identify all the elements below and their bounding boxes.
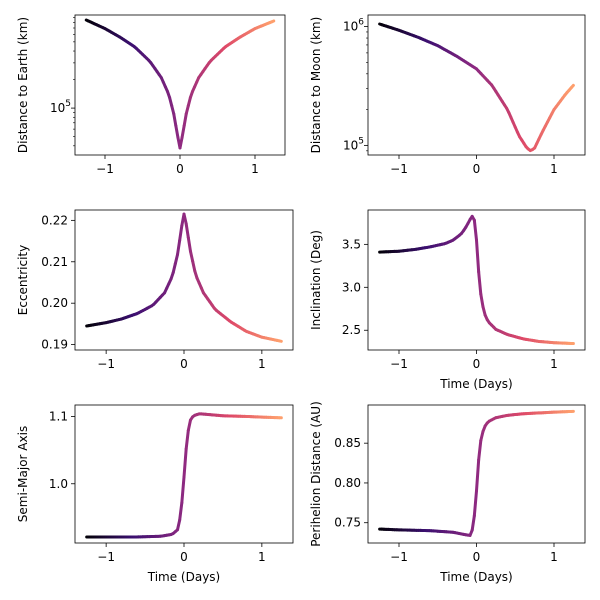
panel-5: −1 0 1 1.0 1.1 Semi-Major Axis Time (Days)	[16, 404, 294, 584]
line-segment	[479, 430, 485, 443]
y-tick-label: 0.19	[41, 338, 68, 352]
plot-frame	[74, 209, 294, 351]
line-segment	[475, 238, 481, 274]
series-line	[85, 212, 283, 343]
y-axis-label: Eccentricity	[16, 245, 30, 315]
x-tick-label: −1	[97, 357, 115, 371]
panel-3: −1 0 1 0.19 0.20 0.21 0.22 Eccentricity	[16, 209, 294, 371]
y-axis-label: Distance to Earth (km)	[16, 17, 30, 153]
line-segment	[171, 262, 177, 275]
line-segment	[188, 249, 195, 263]
plot-frame	[367, 14, 586, 156]
line-segment	[477, 439, 483, 462]
line-segment	[479, 292, 485, 309]
x-tick-label: 0	[180, 357, 188, 371]
line-segment	[569, 83, 575, 90]
series-line	[378, 214, 575, 346]
line-segment	[182, 112, 188, 128]
x-axis-label: Time (Days)	[439, 377, 513, 391]
y-tick-label: 0.20	[41, 296, 68, 310]
line-segment	[180, 124, 186, 139]
y-tick-label: 0.21	[41, 255, 68, 269]
y-tick-label: 105	[50, 99, 71, 115]
panel-6: −1 0 1 0.75 0.80 0.85 Perihelion Distance (AU)…	[309, 401, 586, 584]
line-segment	[180, 475, 186, 505]
x-tick-label: −1	[97, 550, 115, 564]
line-segment	[184, 428, 190, 451]
line-segment	[182, 212, 188, 226]
line-segment	[173, 253, 180, 266]
line-segment	[470, 514, 476, 532]
y-tick-label: 3.5	[342, 237, 361, 251]
x-tick-label: −1	[390, 550, 408, 564]
x-tick-label: 1	[251, 162, 259, 176]
line-segment	[178, 501, 184, 522]
x-tick-label: 0	[473, 357, 481, 371]
series-line	[378, 22, 575, 153]
line-segment	[475, 458, 481, 493]
x-tick-label: 0	[473, 550, 481, 564]
x-tick-label: −1	[96, 162, 114, 176]
panel-4: −1 0 1 2.5 3.0 3.5 Inclination (Deg) Time (Days…	[309, 209, 586, 391]
series-line	[378, 409, 575, 537]
y-tick-label: 1.1	[49, 409, 68, 423]
line-segment	[178, 224, 184, 242]
y-tick-label: 106	[343, 18, 364, 34]
x-tick-label: 1	[258, 550, 266, 564]
y-tick-label: 0.75	[334, 516, 361, 530]
line-segment	[472, 218, 478, 242]
line-segment	[178, 135, 184, 150]
x-tick-label: 1	[550, 550, 558, 564]
line-segment	[186, 418, 192, 432]
y-tick-label: 105	[343, 136, 364, 152]
line-segment	[191, 259, 197, 273]
y-tick-label: 2.5	[342, 323, 361, 337]
line-segment	[176, 238, 182, 257]
x-tick-label: 0	[176, 162, 184, 176]
line-segment	[477, 270, 483, 296]
panel-2: −1 0 1 105 106 Distance to Moon (km)	[309, 14, 586, 176]
line-segment	[184, 222, 190, 240]
y-tick-label: 0.85	[334, 436, 361, 450]
line-segment	[174, 124, 180, 139]
line-segment	[182, 447, 188, 479]
y-axis-label: Inclination (Deg)	[309, 230, 323, 330]
x-tick-label: 1	[258, 357, 266, 371]
line-segment	[270, 19, 276, 24]
x-tick-label: −1	[390, 357, 408, 371]
plot-frame	[74, 14, 286, 156]
x-tick-label: 0	[473, 162, 481, 176]
x-tick-label: 1	[550, 357, 558, 371]
x-tick-label: −1	[390, 162, 408, 176]
y-tick-label: 0.80	[334, 476, 361, 490]
y-tick-label: 3.0	[342, 280, 361, 294]
line-segment	[176, 518, 182, 532]
y-tick-label: 1.0	[49, 477, 68, 491]
line-segment	[186, 236, 192, 253]
series-line	[84, 18, 276, 150]
line-segment	[172, 112, 178, 128]
line-segment	[472, 489, 478, 518]
y-axis-label: Distance to Moon (km)	[309, 17, 323, 154]
x-tick-label: 0	[180, 550, 188, 564]
y-axis-label: Semi-Major Axis	[16, 426, 30, 522]
y-tick-label: 0.22	[41, 213, 68, 227]
series-line	[85, 412, 283, 539]
x-axis-label: Time (Days)	[147, 570, 221, 584]
y-axis-label: Perihelion Distance (AU)	[309, 401, 323, 547]
panel-1: −1 0 1 105 Distance to Earth (km)	[16, 14, 286, 176]
x-tick-label: 1	[550, 162, 558, 176]
x-axis-label: Time (Days)	[439, 570, 513, 584]
